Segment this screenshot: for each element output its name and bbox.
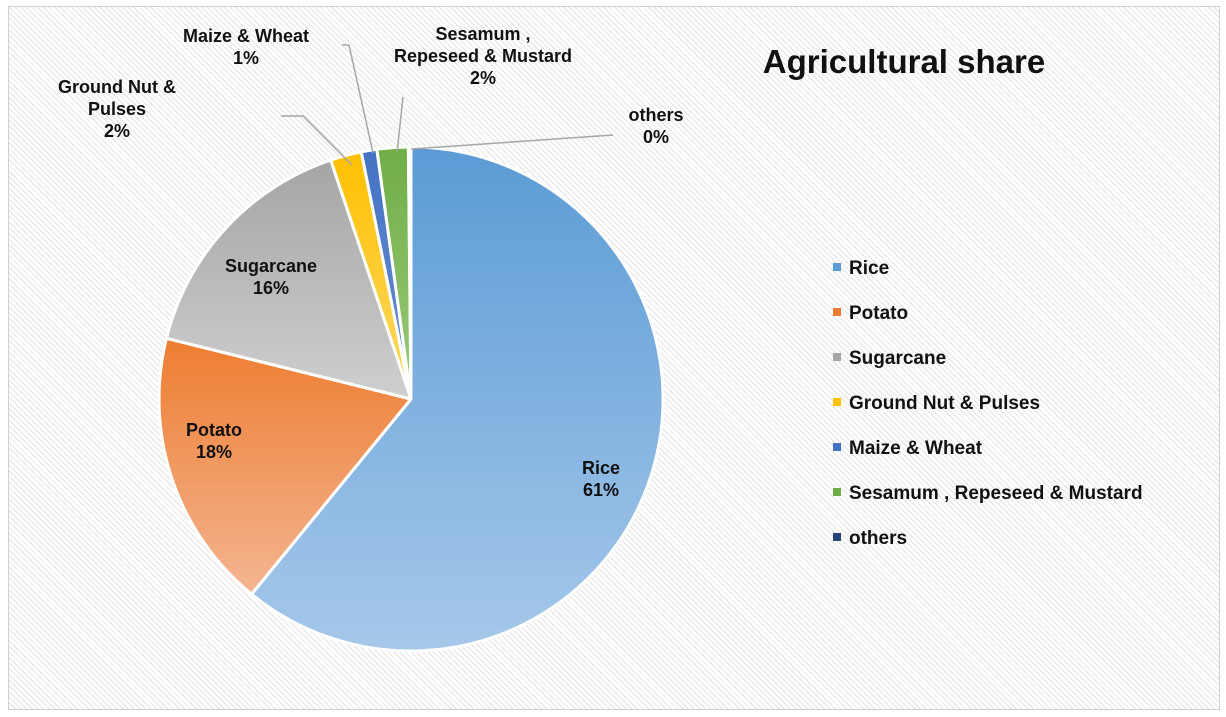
leader-line-others [410,134,614,150]
pie-slices [157,145,665,653]
leader-line-sesamum-repeseed-mustard [396,96,404,154]
slice-labels: Rice 61% Potato 18% Sugarcane 16% Ground Nut &… [58,24,684,500]
slice-label-rice: Rice 61% [582,458,620,500]
chart-area: Agricultural share Rice 61% Potato 18% Sugar… [8,6,1220,710]
legend: Rice Potato Sugarcane Ground Nut & Pulses Ma… [833,258,1143,549]
chart-title: Agricultural share [763,43,1045,80]
slice-label-others: others 0% [628,105,683,147]
slice-label-sesamum-repeseed-mustard: Sesamum , Repeseed & Mustard 2% [394,24,572,88]
slice-label-potato: Potato 18% [186,420,242,462]
legend-marker-sesamum-repeseed-mustard [833,488,841,496]
leader-line-maize-wheat [342,44,374,154]
legend-label-others: others [849,528,907,549]
pie-chart: Agricultural share Rice 61% Potato 18% Sugar… [58,24,1143,653]
pie-slice-rice [250,145,665,653]
legend-marker-maize-wheat [833,443,841,451]
legend-label-maize-wheat: Maize & Wheat [849,438,983,459]
legend-marker-rice [833,263,841,271]
legend-marker-sugarcane [833,353,841,361]
legend-label-ground-nut-pulses: Ground Nut & Pulses [849,393,1040,414]
legend-label-rice: Rice [849,258,889,279]
legend-label-sesamum-repeseed-mustard: Sesamum , Repeseed & Mustard [849,483,1143,504]
legend-marker-potato [833,308,841,316]
legend-marker-ground-nut-pulses [833,398,841,406]
leader-lines [281,44,614,166]
pie-slice-potato [157,336,413,596]
legend-label-sugarcane: Sugarcane [849,348,946,369]
slice-label-ground-nut-pulses: Ground Nut & Pulses 2% [58,77,176,141]
legend-marker-others [833,533,841,541]
slice-label-sugarcane: Sugarcane 16% [225,256,317,298]
leader-line-ground-nut-pulses [281,115,353,166]
slice-label-maize-wheat: Maize & Wheat 1% [183,26,309,68]
pie-slice-others [406,145,413,401]
legend-label-potato: Potato [849,303,908,324]
